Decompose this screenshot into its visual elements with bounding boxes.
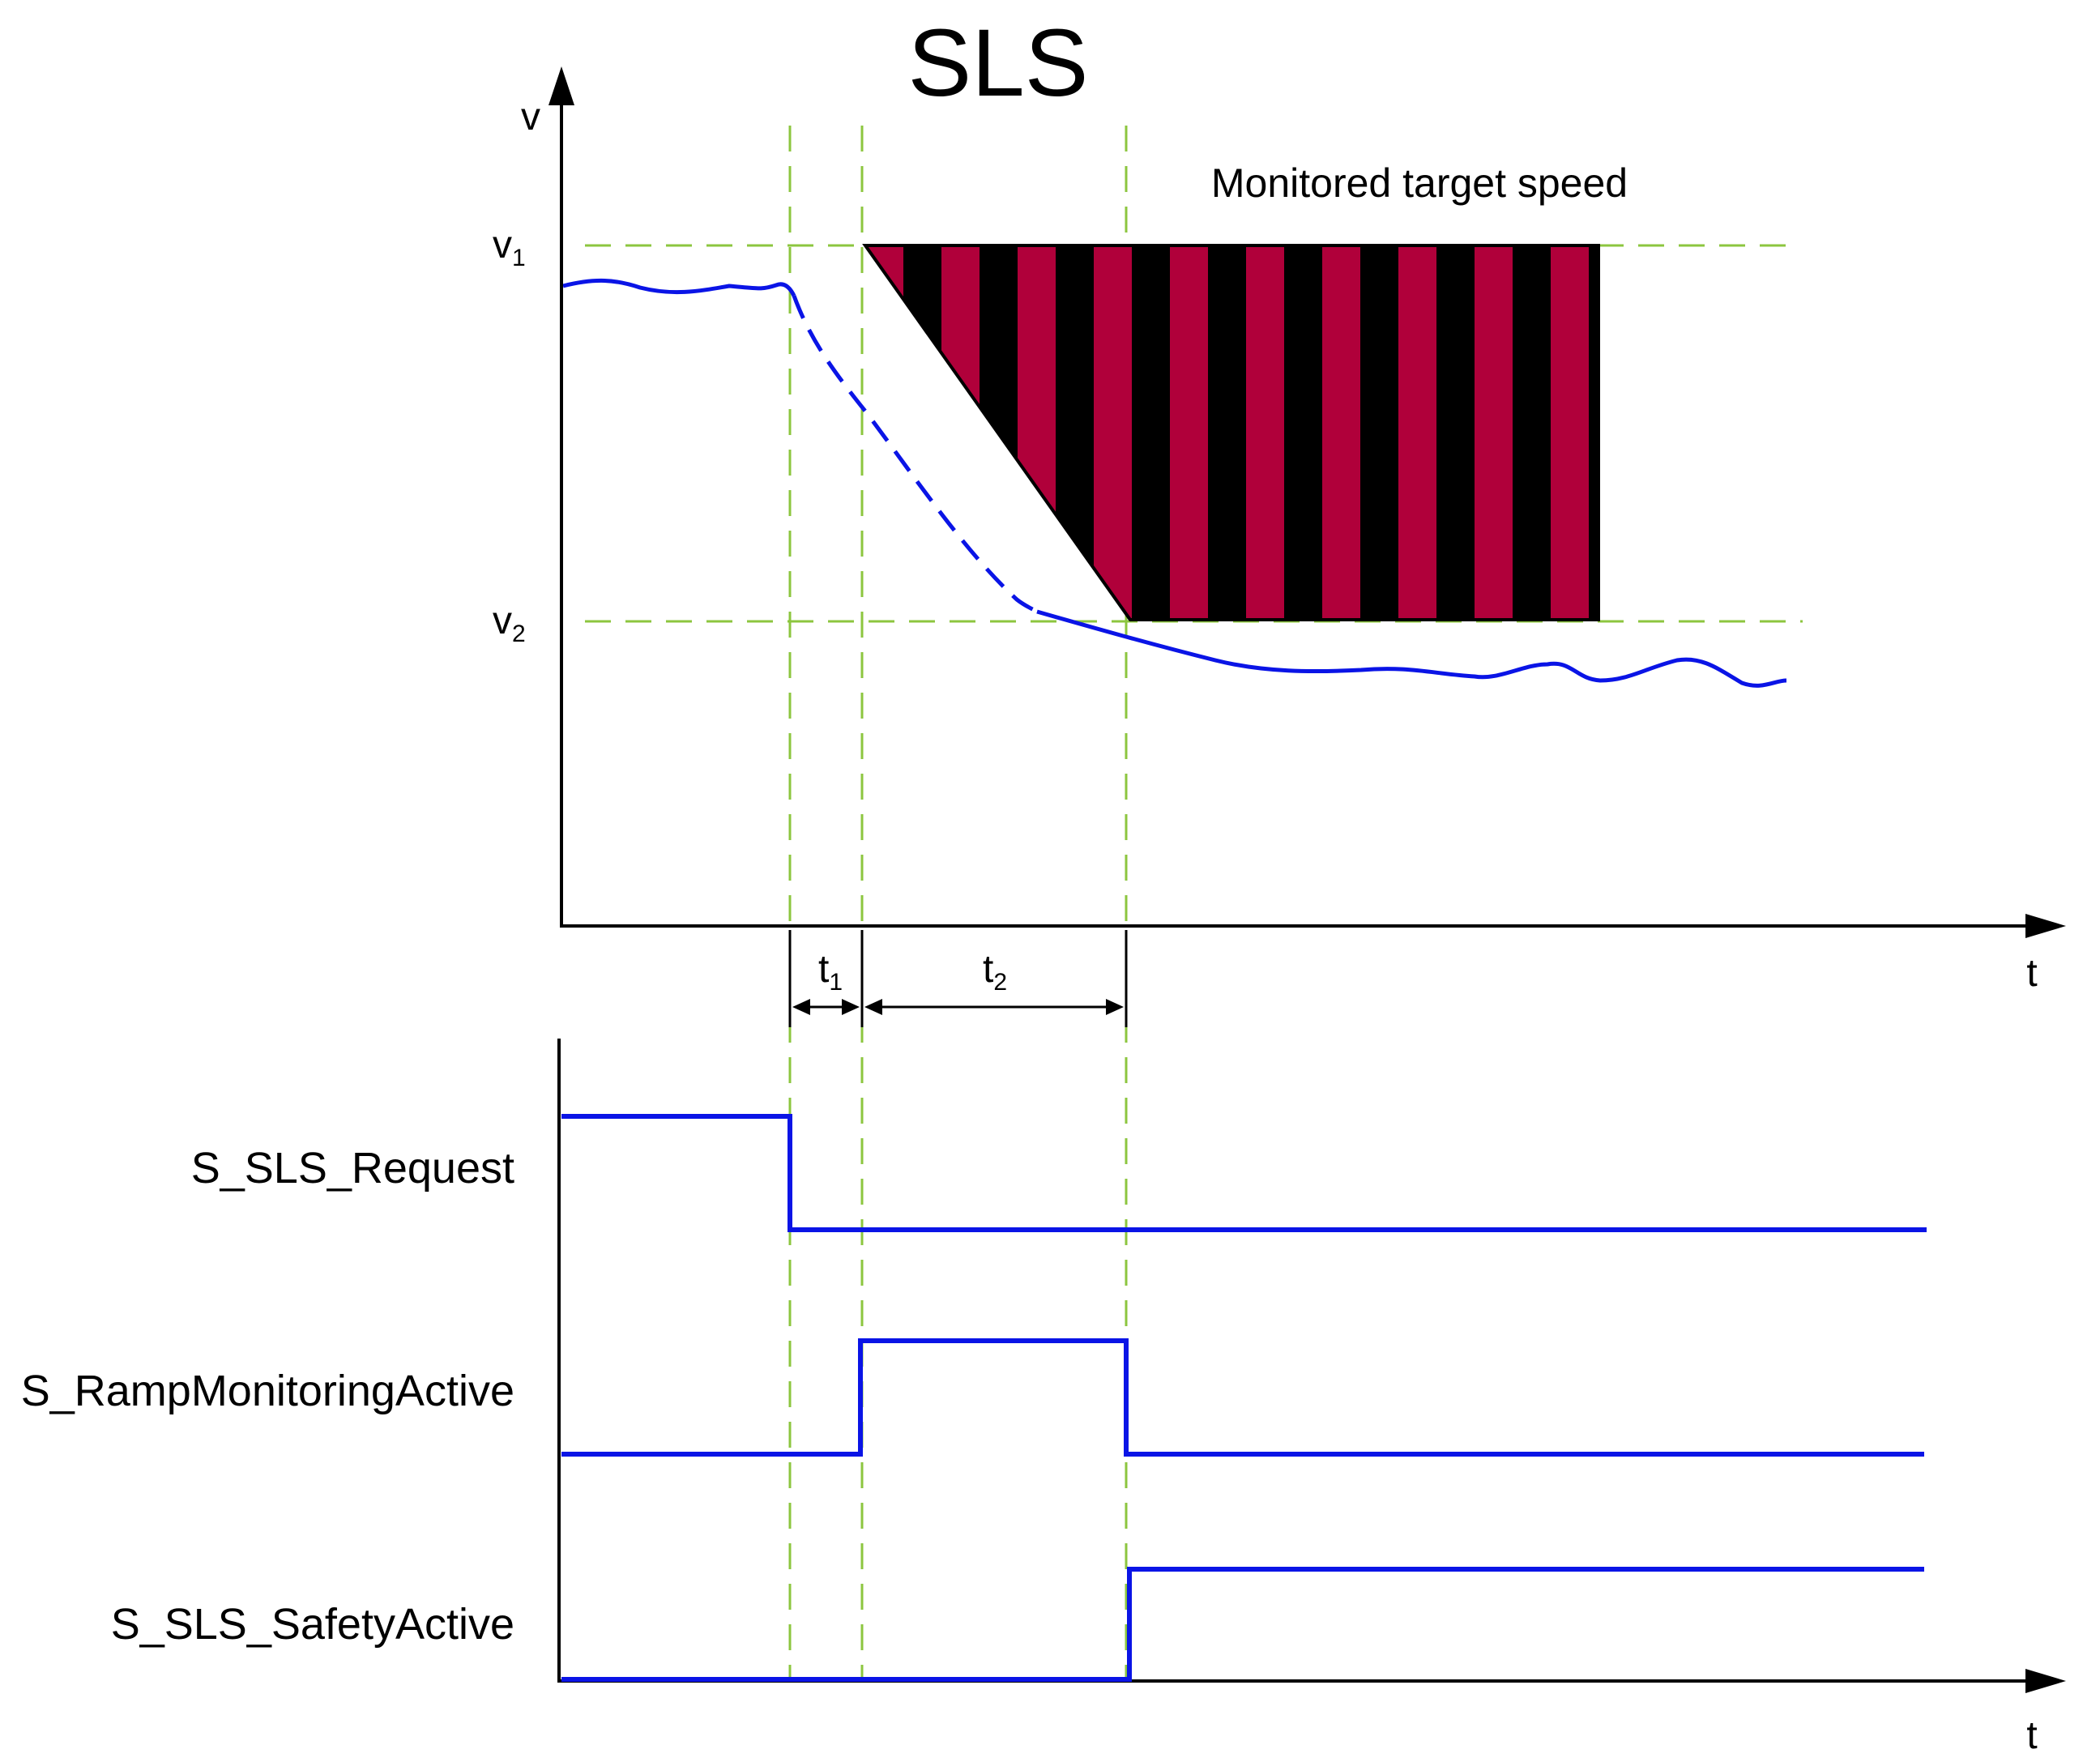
signal-traces [561,1114,1927,1682]
speed-x-axis-label: t [2026,952,2037,995]
interval-markers [788,930,1128,1027]
level-v1-label: v1 [493,224,526,271]
speed-curve-before [562,279,796,297]
monitored-zone-label: Monitored target speed [1211,160,1628,206]
speed-curve [562,279,1787,688]
speed-chart-axes [560,96,2030,928]
interval-arrowheads [792,999,1124,1015]
signal-trace-ramp-monitoring [561,1338,1924,1457]
signal-trace-request [561,1114,1927,1232]
level-v2-label: v2 [493,599,526,647]
timing-x-axis-label: t [2026,1714,2037,1757]
speed-curve-after [1036,609,1787,688]
timing-x-axis-arrow [2025,1669,2066,1693]
speed-y-axis-label: v [521,96,540,139]
speed-x-axis-arrow [2025,914,2066,938]
speed-curve-decel [792,295,1039,614]
monitored-zone [862,244,1600,621]
signal-trace-safety-active [561,1567,1924,1682]
signal-label-safety-active: S_SLS_SafetyActive [111,1600,514,1649]
interval-t1-label: t1 [818,948,843,996]
interval-t2-label: t2 [983,948,1007,996]
signal-label-ramp-monitoring: S_RampMonitoringActive [21,1367,514,1415]
signal-label-request: S_SLS_Request [191,1144,514,1192]
speed-y-axis-arrow [548,66,574,105]
timing-chart-axes [557,1039,2030,1683]
diagram-title: SLS [907,10,1088,117]
